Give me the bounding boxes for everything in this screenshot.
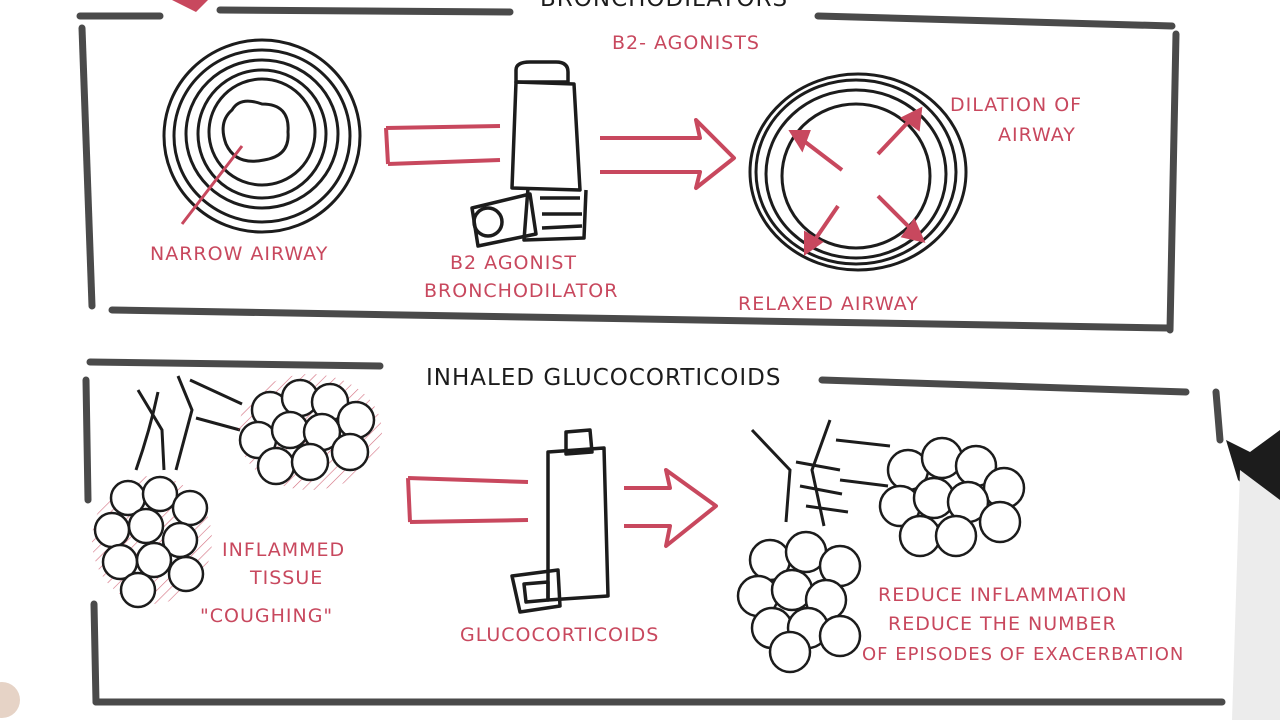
tissue-label: TISSUE — [250, 567, 324, 589]
top-panel-title: BRONCHODILATORS — [540, 0, 788, 12]
inhaler-icon — [510, 428, 610, 614]
bottom-panel-frame — [82, 358, 1226, 706]
relaxed-airway-icon — [748, 72, 968, 272]
glucocorticoids-label: GLUCOCORTICOIDS — [460, 624, 660, 646]
hand-shadow — [0, 682, 20, 718]
bronchi-right-icon — [750, 419, 891, 527]
reduce-inflammation-label: REDUCE INFLAMMATION — [878, 584, 1128, 606]
airway-label: AIRWAY — [998, 124, 1076, 146]
alveoli-cluster-icon — [878, 436, 1026, 558]
top-panel-subtitle: B2- AGONISTS — [612, 32, 760, 54]
inhaler-icon — [470, 60, 588, 248]
narrow-airway-label: NARROW AIRWAY — [150, 243, 329, 265]
alveoli-cluster-icon — [736, 530, 862, 674]
alveoli-cluster-icon — [238, 374, 382, 490]
bronchi-left-icon — [134, 375, 243, 471]
narrow-airway-pointer — [180, 145, 244, 225]
reduce-number-label: REDUCE THE NUMBER — [888, 613, 1117, 635]
dilation-arrows — [788, 106, 926, 256]
alveoli-cluster-icon — [92, 475, 212, 609]
relaxed-airway-label: RELAXED AIRWAY — [738, 293, 919, 315]
arrow-head-1 — [600, 118, 736, 190]
arrow-bar-1 — [384, 124, 501, 166]
episodes-label: OF EPISODES OF EXACERBATION — [862, 644, 1185, 665]
b2-agonist-label: B2 AGONIST — [450, 252, 577, 274]
bottom-panel-title: INHALED GLUCOCORTICOIDS — [426, 365, 782, 391]
coughing-label: "COUGHING" — [200, 605, 334, 627]
arrow-head-2 — [624, 468, 718, 548]
narrow-airway-icon — [162, 38, 362, 234]
dilation-of-label: DILATION OF — [950, 94, 1083, 116]
bronchodilator-label: BRONCHODILATOR — [424, 280, 619, 302]
inflammed-label: INFLAMMED — [222, 539, 346, 561]
top-panel-frame — [76, 6, 1180, 334]
marker-pen-icon — [1226, 430, 1280, 720]
red-marker-stroke — [172, 0, 208, 12]
arrow-bar-2 — [406, 476, 529, 524]
